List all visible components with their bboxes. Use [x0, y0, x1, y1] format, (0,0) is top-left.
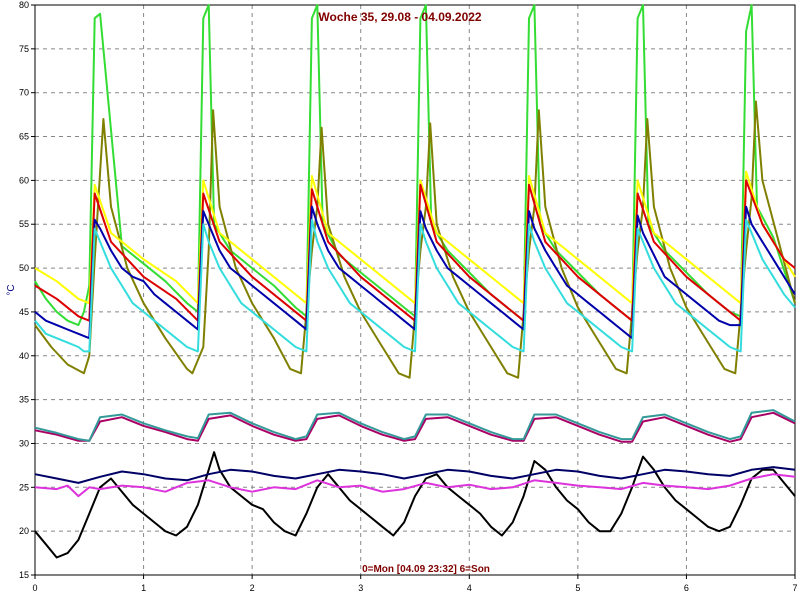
x-tick-label: 5	[575, 583, 580, 593]
series-line-1	[34, 4, 796, 327]
label-layer: Woche 35, 29.08 - 04.09.2022 0=Mon [04.0…	[6, 10, 490, 575]
y-tick-label: 60	[19, 175, 29, 185]
y-tick-label: 20	[19, 526, 29, 536]
x-tick-label: 0	[32, 583, 37, 593]
series-line-3	[34, 170, 796, 305]
series-line-6	[34, 218, 796, 353]
x-tick-label: 1	[141, 583, 146, 593]
y-tick-label: 65	[19, 132, 29, 142]
series-line-8	[34, 409, 796, 442]
y-tick-label: 70	[19, 88, 29, 98]
y-tick-label: 80	[19, 0, 29, 10]
x-tick-label: 7	[792, 583, 797, 593]
series-line-2	[34, 100, 796, 379]
y-tick-label: 25	[19, 482, 29, 492]
plot-frame	[34, 4, 796, 576]
series-layer	[34, 4, 796, 559]
series-line-11	[34, 473, 796, 498]
y-tick-label: 45	[19, 307, 29, 317]
y-tick-label: 75	[19, 44, 29, 54]
x-tick-label: 6	[684, 583, 689, 593]
x-tick-label: 4	[467, 583, 472, 593]
y-tick-label: 15	[19, 570, 29, 580]
x-tick-label: 3	[358, 583, 363, 593]
series-line-10	[34, 466, 796, 484]
x-axis-label: 0=Mon [04.09 23:32] 6=Son	[362, 564, 490, 575]
y-tick-label: 55	[19, 219, 29, 229]
x-tick-label: 2	[250, 583, 255, 593]
y-tick-label: 50	[19, 263, 29, 273]
series-line-4	[34, 179, 796, 322]
y-tick-label: 35	[19, 395, 29, 405]
series-line-7	[34, 411, 796, 443]
y-tick-label: 30	[19, 438, 29, 448]
chart-title: Woche 35, 29.08 - 04.09.2022	[318, 10, 482, 24]
series-line-9	[34, 451, 796, 559]
y-tick-label: 40	[19, 351, 29, 361]
y-axis-label: °C	[6, 284, 17, 295]
